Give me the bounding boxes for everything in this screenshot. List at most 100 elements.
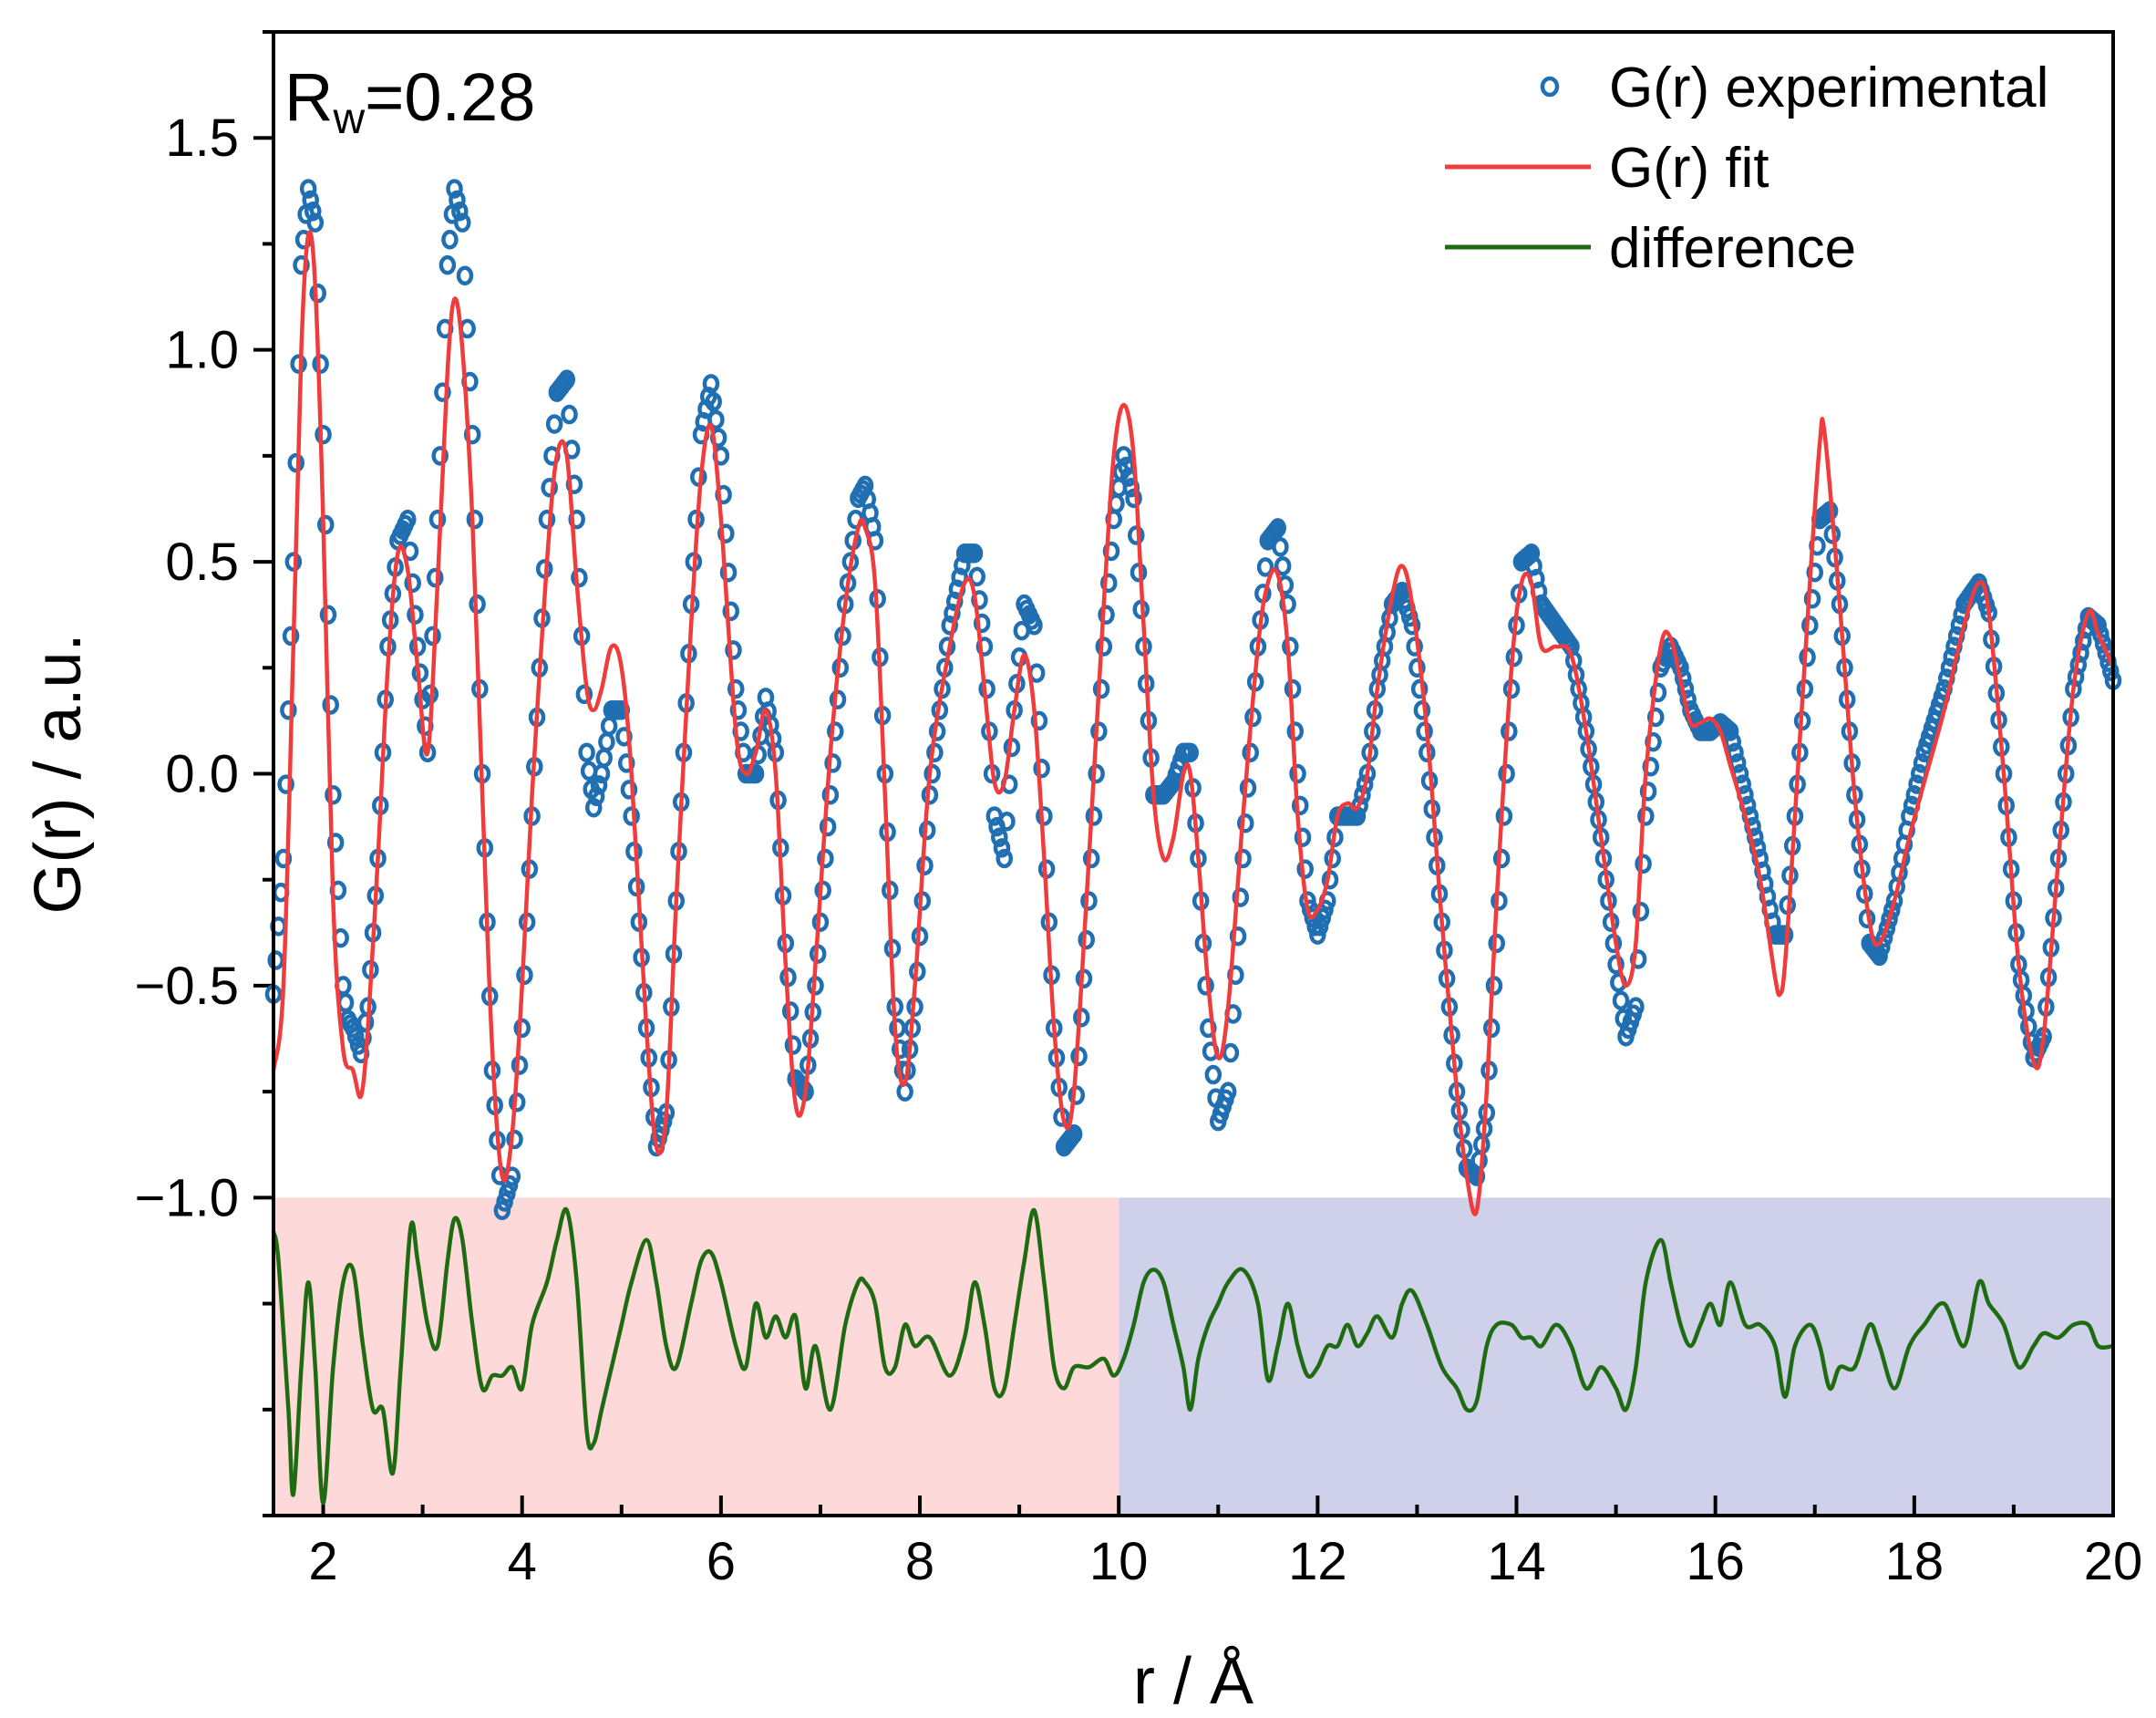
exp-data-point xyxy=(274,848,293,869)
exp-data-point xyxy=(1274,555,1292,576)
exp-data-point xyxy=(590,775,608,795)
exp-data-point xyxy=(1354,784,1371,805)
exp-data-point xyxy=(441,230,459,250)
exp-data-point xyxy=(1607,954,1625,975)
exp-data-point xyxy=(1234,848,1252,869)
x-tick-label: 18 xyxy=(1885,1532,1945,1591)
exp-data-point xyxy=(973,613,991,634)
exp-data-point xyxy=(722,601,740,622)
exp-data-point xyxy=(995,848,1013,869)
x-tick-label: 6 xyxy=(707,1532,736,1591)
exp-data-point xyxy=(456,265,474,286)
exp-data-point xyxy=(968,566,985,587)
x-tick-label: 2 xyxy=(308,1532,337,1591)
exp-data-point xyxy=(1204,1064,1222,1085)
exp-data-point xyxy=(561,404,578,425)
exp-data-point xyxy=(1871,946,1888,967)
exp-data-point xyxy=(1296,859,1314,879)
legend-marker-experimental xyxy=(1540,76,1560,98)
exp-data-point xyxy=(1125,488,1142,509)
exp-data-point xyxy=(1237,812,1254,833)
difference-line xyxy=(271,1206,2114,1506)
y-tick-label: 1.0 xyxy=(165,321,239,380)
exp-data-point xyxy=(827,721,844,741)
exp-data-point xyxy=(319,605,337,625)
exp-data-point xyxy=(821,784,840,805)
y-tick-label: 1.5 xyxy=(165,109,239,168)
exp-data-point xyxy=(965,543,984,564)
exp-data-point xyxy=(1801,616,1819,636)
exp-data-point xyxy=(287,452,304,473)
exp-data-point xyxy=(2094,634,2112,654)
exp-data-point xyxy=(991,827,1008,847)
exp-data-point xyxy=(427,567,444,588)
exp-data-point xyxy=(717,523,735,543)
exp-data-point xyxy=(1294,827,1312,847)
exp-data-point xyxy=(399,509,417,530)
exp-data-point xyxy=(438,254,457,275)
exp-data-point xyxy=(702,374,720,394)
exp-data-point xyxy=(1181,742,1199,763)
exp-data-point xyxy=(449,190,466,211)
tick-labels: 2 4 6 8 10 12 14 16 18 20 −1.0 −0.5 0.0 0.5 1.0 1.5 xyxy=(135,109,2143,1591)
exp-data-point xyxy=(326,833,345,853)
y-axis-title: G(r) / a.u. xyxy=(22,633,95,914)
x-tick-label: 20 xyxy=(2084,1532,2143,1591)
exp-data-point xyxy=(571,567,588,588)
exp-data-point xyxy=(598,731,615,752)
exp-data-point xyxy=(971,590,988,610)
exp-data-point xyxy=(824,753,841,773)
exp-data-point xyxy=(817,848,834,869)
exp-data-point xyxy=(1065,1123,1083,1144)
exp-data-point xyxy=(578,742,595,763)
rw-value: =0.28 xyxy=(365,59,535,135)
exp-data-point xyxy=(1413,700,1431,720)
legend: G(r) experimental G(r) fit difference xyxy=(1445,57,2048,280)
exp-data-point xyxy=(1612,990,1630,1010)
rw-annotation: Rw=0.28 xyxy=(284,59,535,143)
exp-data-point xyxy=(1232,887,1250,907)
exp-data-point xyxy=(727,678,745,699)
exp-data-point xyxy=(1806,562,1824,583)
exp-data-point xyxy=(1102,541,1120,562)
exp-data-point xyxy=(1033,758,1050,779)
exp-data-point xyxy=(1637,806,1655,826)
exp-data-point xyxy=(1408,657,1426,678)
exp-data-point xyxy=(454,212,471,233)
exp-data-point xyxy=(267,950,284,970)
x-tick-label: 10 xyxy=(1089,1532,1149,1591)
exp-data-point xyxy=(282,626,300,647)
exp-data-point xyxy=(725,640,742,660)
exp-data-point xyxy=(1292,795,1309,816)
rw-prefix: R xyxy=(284,59,333,135)
exp-data-point xyxy=(506,1129,523,1150)
exp-data-point xyxy=(1289,763,1306,784)
exp-data-point xyxy=(306,212,325,233)
exp-data-point xyxy=(719,562,738,583)
exp-data-point xyxy=(1639,781,1657,802)
series-experimental xyxy=(264,179,2122,1221)
exp-data-point xyxy=(620,780,638,800)
exp-data-point xyxy=(975,636,994,657)
exp-data-point xyxy=(558,369,576,389)
x-axis-title: r / Å xyxy=(1133,1645,1253,1718)
exp-data-point xyxy=(315,424,332,445)
exp-data-point xyxy=(463,424,481,445)
exp-data-point xyxy=(302,190,319,211)
exp-data-point xyxy=(446,179,463,199)
exp-data-point xyxy=(941,616,959,636)
exp-data-point xyxy=(944,603,961,624)
exp-data-point xyxy=(584,797,603,818)
exp-data-point xyxy=(466,509,484,530)
exp-data-point xyxy=(428,509,447,530)
series-fit xyxy=(271,230,2116,1216)
exp-data-point xyxy=(290,354,307,374)
exp-data-point xyxy=(1229,926,1247,947)
fit-line xyxy=(271,230,2116,1216)
exp-data-point xyxy=(1410,678,1429,699)
plot-frame xyxy=(272,30,2115,1517)
exp-data-point xyxy=(280,700,297,720)
exp-data-point xyxy=(993,838,1011,858)
exp-data-point xyxy=(617,753,635,773)
exp-data-point xyxy=(322,695,339,715)
